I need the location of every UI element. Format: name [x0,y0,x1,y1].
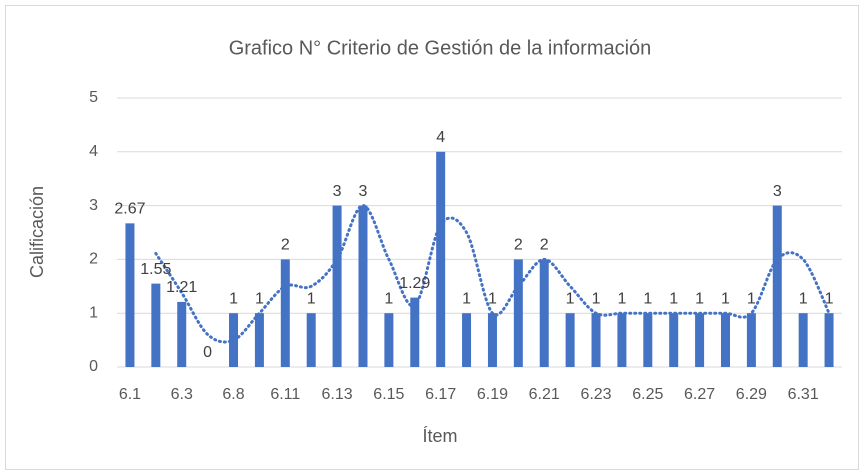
data-label: 1 [229,290,238,307]
x-tick-label: 6.29 [736,386,767,403]
data-label: 1.55 [140,261,171,278]
bar [824,313,834,367]
data-label: 1 [462,290,471,307]
bar [436,151,446,367]
bar [591,313,601,367]
data-label: 1.29 [399,275,430,292]
x-tick-label: 6.25 [632,386,663,403]
data-label: 1 [307,290,316,307]
data-label: 1 [617,290,626,307]
y-tick-label: 5 [89,89,98,106]
data-label: 3 [773,183,782,200]
bar [772,205,782,367]
data-label: 1 [488,290,497,307]
y-tick-label: 3 [89,197,98,214]
bar [177,301,187,367]
bar [332,205,342,367]
bar [306,313,316,367]
y-tick-label: 2 [89,251,98,268]
data-label: 1 [255,290,264,307]
data-label: 1.21 [166,279,197,296]
bar [151,283,161,367]
bar [746,313,756,367]
x-tick-label: 6.11 [270,386,300,403]
bar [125,223,135,367]
x-tick-label: 6.8 [222,386,244,403]
bar [565,313,575,367]
x-axis-title: Ítem [422,426,457,446]
y-tick-label: 0 [89,358,98,375]
y-tick-label: 1 [89,304,98,321]
data-label: 1 [825,290,834,307]
x-tick-label: 6.13 [322,386,353,403]
chart-border [5,5,859,470]
bar [280,259,290,367]
x-tick-label: 6.15 [373,386,404,403]
bar [720,313,730,367]
x-tick-label: 6.17 [425,386,456,403]
data-label: 1 [747,290,756,307]
data-label: 1 [799,290,808,307]
x-tick-label: 6.27 [684,386,715,403]
x-tick-label: 6.19 [477,386,508,403]
data-label: 2 [514,237,523,254]
y-axis-title: Calificación [27,186,47,278]
bar [643,313,653,367]
data-label: 1 [384,290,393,307]
bar [462,313,472,367]
data-label: 2 [281,237,290,254]
bar [487,313,497,367]
data-label: 1 [643,290,652,307]
bar [695,313,705,367]
data-label: 2.67 [114,201,145,218]
bar [358,205,368,367]
bar [669,313,679,367]
bar [513,259,523,367]
data-label: 1 [721,290,730,307]
data-label: 1 [669,290,678,307]
trend-line [154,204,831,344]
bar [539,259,549,367]
x-tick-label: 6.1 [119,386,141,403]
data-label: 1 [592,290,601,307]
data-label: 0 [203,344,212,361]
chart-title: Grafico N° Criterio de Gestión de la inf… [229,37,652,59]
bar [798,313,808,367]
x-tick-label: 6.3 [171,386,193,403]
y-tick-label: 4 [89,143,98,160]
x-tick-label: 6.31 [788,386,819,403]
data-label: 3 [333,183,342,200]
data-label: 2 [540,237,549,254]
x-tick-label: 6.23 [580,386,611,403]
data-label: 4 [436,129,445,146]
bar [617,313,627,367]
data-label: 3 [359,183,368,200]
x-tick-label: 6.21 [529,386,560,403]
bar [384,313,394,367]
data-label: 1 [566,290,575,307]
bar [254,313,264,367]
data-label: 1 [695,290,704,307]
bar [410,297,420,367]
